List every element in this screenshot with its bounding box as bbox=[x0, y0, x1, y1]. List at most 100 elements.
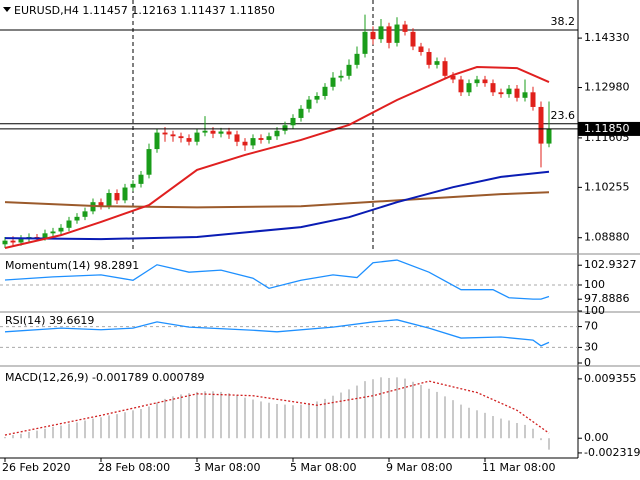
candle-body bbox=[410, 31, 416, 47]
menu-triangle[interactable] bbox=[3, 7, 11, 12]
fib-level-label: 23.6 bbox=[551, 109, 576, 122]
candle-body bbox=[50, 231, 56, 234]
pane-title: EURUSD,H4 1.11457 1.12163 1.11437 1.1185… bbox=[14, 4, 275, 17]
candle-body bbox=[474, 79, 480, 84]
candle-body bbox=[202, 130, 208, 133]
candle-body bbox=[266, 136, 272, 140]
candle-body bbox=[234, 134, 240, 142]
candle-body bbox=[146, 149, 152, 175]
candle-body bbox=[418, 46, 424, 53]
candle-body bbox=[394, 24, 400, 43]
y-tick-label: 1.14330 bbox=[584, 31, 630, 44]
candle-body bbox=[322, 86, 328, 96]
indicator-line bbox=[4, 259, 550, 300]
y-tick-label: 102.9327 bbox=[584, 258, 637, 271]
x-tick-label: 5 Mar 08:00 bbox=[290, 461, 356, 474]
candle-body bbox=[122, 187, 128, 201]
candle-body bbox=[282, 125, 288, 131]
candle-body bbox=[130, 183, 136, 188]
candle-body bbox=[42, 233, 48, 238]
candle-body bbox=[402, 24, 408, 32]
candle-body bbox=[370, 31, 376, 40]
candle-body bbox=[18, 238, 24, 243]
candle-body bbox=[274, 130, 280, 137]
x-tick-label: 28 Feb 08:00 bbox=[98, 461, 170, 474]
indicator-line bbox=[4, 170, 550, 241]
candle-body bbox=[2, 240, 8, 245]
y-tick-label: 97.8886 bbox=[584, 292, 630, 305]
y-tick-label: 100 bbox=[584, 304, 605, 317]
x-tick-label: 11 Mar 08:00 bbox=[482, 461, 555, 474]
candle-body bbox=[306, 99, 312, 109]
y-tick-label: 30 bbox=[584, 340, 598, 353]
candle-body bbox=[226, 131, 232, 135]
candle-body bbox=[154, 132, 160, 150]
candle-body bbox=[186, 138, 192, 142]
pane-title: Momentum(14) 98.2891 bbox=[5, 259, 139, 272]
y-tick-label: 0 bbox=[584, 356, 591, 369]
candle-body bbox=[506, 88, 512, 95]
candle-body bbox=[210, 130, 216, 134]
candle-body bbox=[546, 128, 552, 144]
candle-body bbox=[450, 75, 456, 80]
candle-body bbox=[82, 211, 88, 217]
candle-body bbox=[346, 64, 352, 76]
candle-body bbox=[58, 227, 64, 232]
candle-body bbox=[242, 141, 248, 146]
candle-body bbox=[530, 92, 536, 107]
y-tick-label: -0.002319 bbox=[584, 446, 640, 459]
candle-body bbox=[178, 136, 184, 139]
candle-body bbox=[498, 92, 504, 95]
candle-body bbox=[338, 75, 344, 78]
candle-body bbox=[458, 79, 464, 93]
candle-body bbox=[10, 240, 16, 243]
candle-body bbox=[194, 132, 200, 142]
x-tick-label: 26 Feb 2020 bbox=[2, 461, 70, 474]
y-tick-label: 100 bbox=[584, 278, 605, 291]
candle-body bbox=[514, 88, 520, 98]
indicator-line bbox=[4, 380, 550, 436]
y-tick-label: 1.12980 bbox=[584, 81, 630, 94]
candle-body bbox=[218, 131, 224, 134]
pane-title: RSI(14) 39.6619 bbox=[5, 314, 94, 327]
y-tick-label: 1.10255 bbox=[584, 180, 630, 193]
y-tick-label: 70 bbox=[584, 320, 598, 333]
candle-body bbox=[162, 132, 168, 135]
indicator-line bbox=[4, 319, 550, 347]
candle-body bbox=[106, 193, 112, 206]
candle-body bbox=[138, 174, 144, 184]
candle-body bbox=[290, 117, 296, 126]
y-tick-label: 0.009355 bbox=[584, 372, 637, 385]
candle-body bbox=[466, 83, 472, 93]
candle-body bbox=[538, 106, 544, 144]
candle-body bbox=[378, 26, 384, 40]
candle-body bbox=[114, 193, 120, 201]
candle-body bbox=[354, 53, 360, 65]
candle-body bbox=[522, 92, 528, 98]
last-price-box bbox=[578, 121, 640, 136]
candle-body bbox=[386, 26, 392, 43]
indicator-line bbox=[4, 66, 550, 249]
candle-body bbox=[98, 202, 104, 206]
y-tick-label: 0.00 bbox=[584, 431, 609, 444]
indicator-line bbox=[4, 191, 550, 209]
x-tick-label: 9 Mar 08:00 bbox=[386, 461, 452, 474]
candle-body bbox=[482, 79, 488, 84]
candle-body bbox=[442, 61, 448, 76]
candle-body bbox=[314, 95, 320, 100]
candle-body bbox=[66, 220, 72, 228]
pane-title: MACD(12,26,9) -0.001789 0.000789 bbox=[5, 371, 204, 384]
candle-body bbox=[434, 61, 440, 65]
x-tick-label: 3 Mar 08:00 bbox=[194, 461, 260, 474]
candle-body bbox=[362, 31, 368, 54]
last-price-label: 1.11850 bbox=[584, 122, 630, 135]
candle-body bbox=[490, 83, 496, 93]
candle-body bbox=[258, 138, 264, 140]
fib-level-label: 38.2 bbox=[551, 15, 576, 28]
candle-body bbox=[74, 216, 80, 221]
candle-body bbox=[330, 77, 336, 87]
candle-body bbox=[298, 108, 304, 118]
y-tick-label: 1.08880 bbox=[584, 231, 630, 244]
candle-body bbox=[250, 138, 256, 146]
